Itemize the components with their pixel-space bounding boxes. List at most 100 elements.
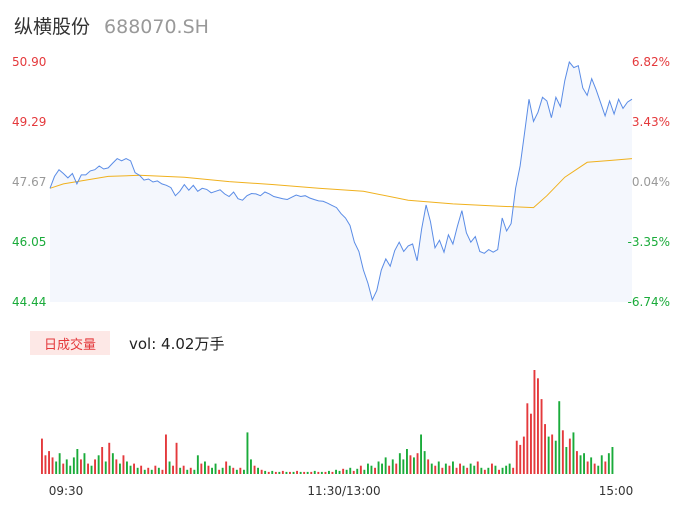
volume-bar: [147, 467, 150, 474]
volume-bar: [83, 453, 86, 474]
volume-bar: [501, 467, 504, 474]
volume-bar: [335, 469, 337, 474]
volume-bar: [540, 399, 543, 474]
volume-bar: [175, 442, 178, 474]
volume-bar: [69, 465, 72, 474]
volume-bar: [568, 438, 571, 474]
volume-bar: [299, 471, 302, 474]
volume-bar: [320, 471, 323, 474]
volume-bar: [519, 444, 522, 474]
volume-bar: [76, 449, 79, 474]
volume-bar: [611, 447, 614, 474]
x-tick-label: 15:00: [599, 484, 634, 498]
volume-bar: [441, 467, 444, 474]
volume-bar: [402, 459, 405, 474]
x-tick-label: 09:30: [49, 484, 84, 498]
volume-bar: [395, 463, 398, 474]
volume-bar: [278, 471, 281, 474]
volume-bar: [487, 467, 490, 474]
volume-bar: [547, 436, 550, 474]
volume-bar: [459, 463, 461, 474]
volume-bar: [512, 467, 515, 474]
volume-bar: [140, 465, 143, 474]
volume-bar: [104, 461, 107, 474]
y-right-tick-label: 0.04%: [632, 175, 670, 189]
volume-bar: [427, 459, 430, 474]
y-right-tick-label: 6.82%: [632, 55, 670, 69]
volume-bar: [257, 467, 259, 474]
volume-bar: [533, 370, 536, 474]
volume-bar: [551, 434, 554, 474]
volume-bar: [221, 467, 224, 474]
volume-bar: [338, 470, 341, 474]
volume-bar: [420, 434, 422, 474]
volume-bar: [200, 463, 203, 474]
volume-bar: [342, 468, 345, 474]
volume-bar: [274, 471, 277, 474]
volume-bar: [530, 413, 532, 474]
volume-bar: [41, 438, 43, 474]
volume-bar: [97, 455, 100, 474]
volume-bar: [413, 457, 415, 474]
volume-bar: [352, 470, 355, 474]
volume-bar: [87, 463, 89, 474]
volume-bar: [126, 461, 128, 474]
volume-bar: [133, 463, 135, 474]
volume-bar: [239, 467, 242, 474]
y-right-tick-label: 3.43%: [632, 115, 670, 129]
y-right-tick-label: -6.74%: [628, 295, 670, 309]
volume-bar: [476, 461, 479, 474]
volume-bar: [296, 470, 298, 474]
volume-bar: [483, 469, 486, 474]
volume-bar: [444, 463, 447, 474]
volume-bar: [161, 469, 164, 474]
volume-bar: [253, 465, 256, 474]
volume-bar: [165, 434, 167, 474]
volume-bar: [452, 461, 454, 474]
volume-bar: [225, 461, 228, 474]
volume-bar: [370, 465, 373, 474]
volume-bar: [576, 451, 578, 474]
volume-bar: [58, 453, 61, 474]
volume-bar: [469, 463, 472, 474]
volume-bar: [264, 470, 267, 474]
volume-bar: [466, 467, 469, 474]
volume-bar: [416, 453, 419, 474]
volume-bar: [235, 469, 238, 474]
volume-bar: [381, 463, 383, 474]
volume-bar: [437, 461, 440, 474]
volume-bar: [398, 453, 401, 474]
volume-bar: [558, 401, 561, 474]
volume-bar: [306, 471, 309, 474]
volume-bar: [267, 471, 270, 474]
volume-bar: [480, 467, 483, 474]
volume-bar: [554, 440, 557, 474]
volume-tag[interactable]: 日成交量: [30, 331, 110, 355]
volume-bar: [111, 453, 114, 474]
volume-bar: [600, 455, 603, 474]
y-left-tick-label: 44.44: [12, 295, 46, 309]
volume-bar: [211, 467, 213, 474]
volume-bar: [48, 451, 50, 474]
volume-bar: [51, 457, 54, 474]
volume-bar: [374, 467, 376, 474]
volume-bar: [182, 465, 185, 474]
volume-bar: [604, 461, 607, 474]
volume-bar: [228, 465, 231, 474]
price-line: [49, 60, 633, 302]
volume-bar: [491, 463, 493, 474]
volume-bar: [430, 463, 433, 474]
volume-bar: [423, 451, 426, 474]
volume-bar: [349, 467, 352, 474]
volume-bar: [494, 465, 497, 474]
volume-bar: [505, 465, 508, 474]
volume-bar: [108, 442, 111, 474]
volume-bar: [590, 457, 593, 474]
y-right-tick-label: -3.35%: [628, 235, 670, 249]
volume-bar: [281, 470, 284, 474]
volume-bar: [593, 463, 596, 474]
volume-bar: [473, 465, 476, 474]
volume-bar: [317, 471, 320, 474]
volume-bar: [597, 465, 600, 474]
volume-bar: [101, 447, 104, 474]
